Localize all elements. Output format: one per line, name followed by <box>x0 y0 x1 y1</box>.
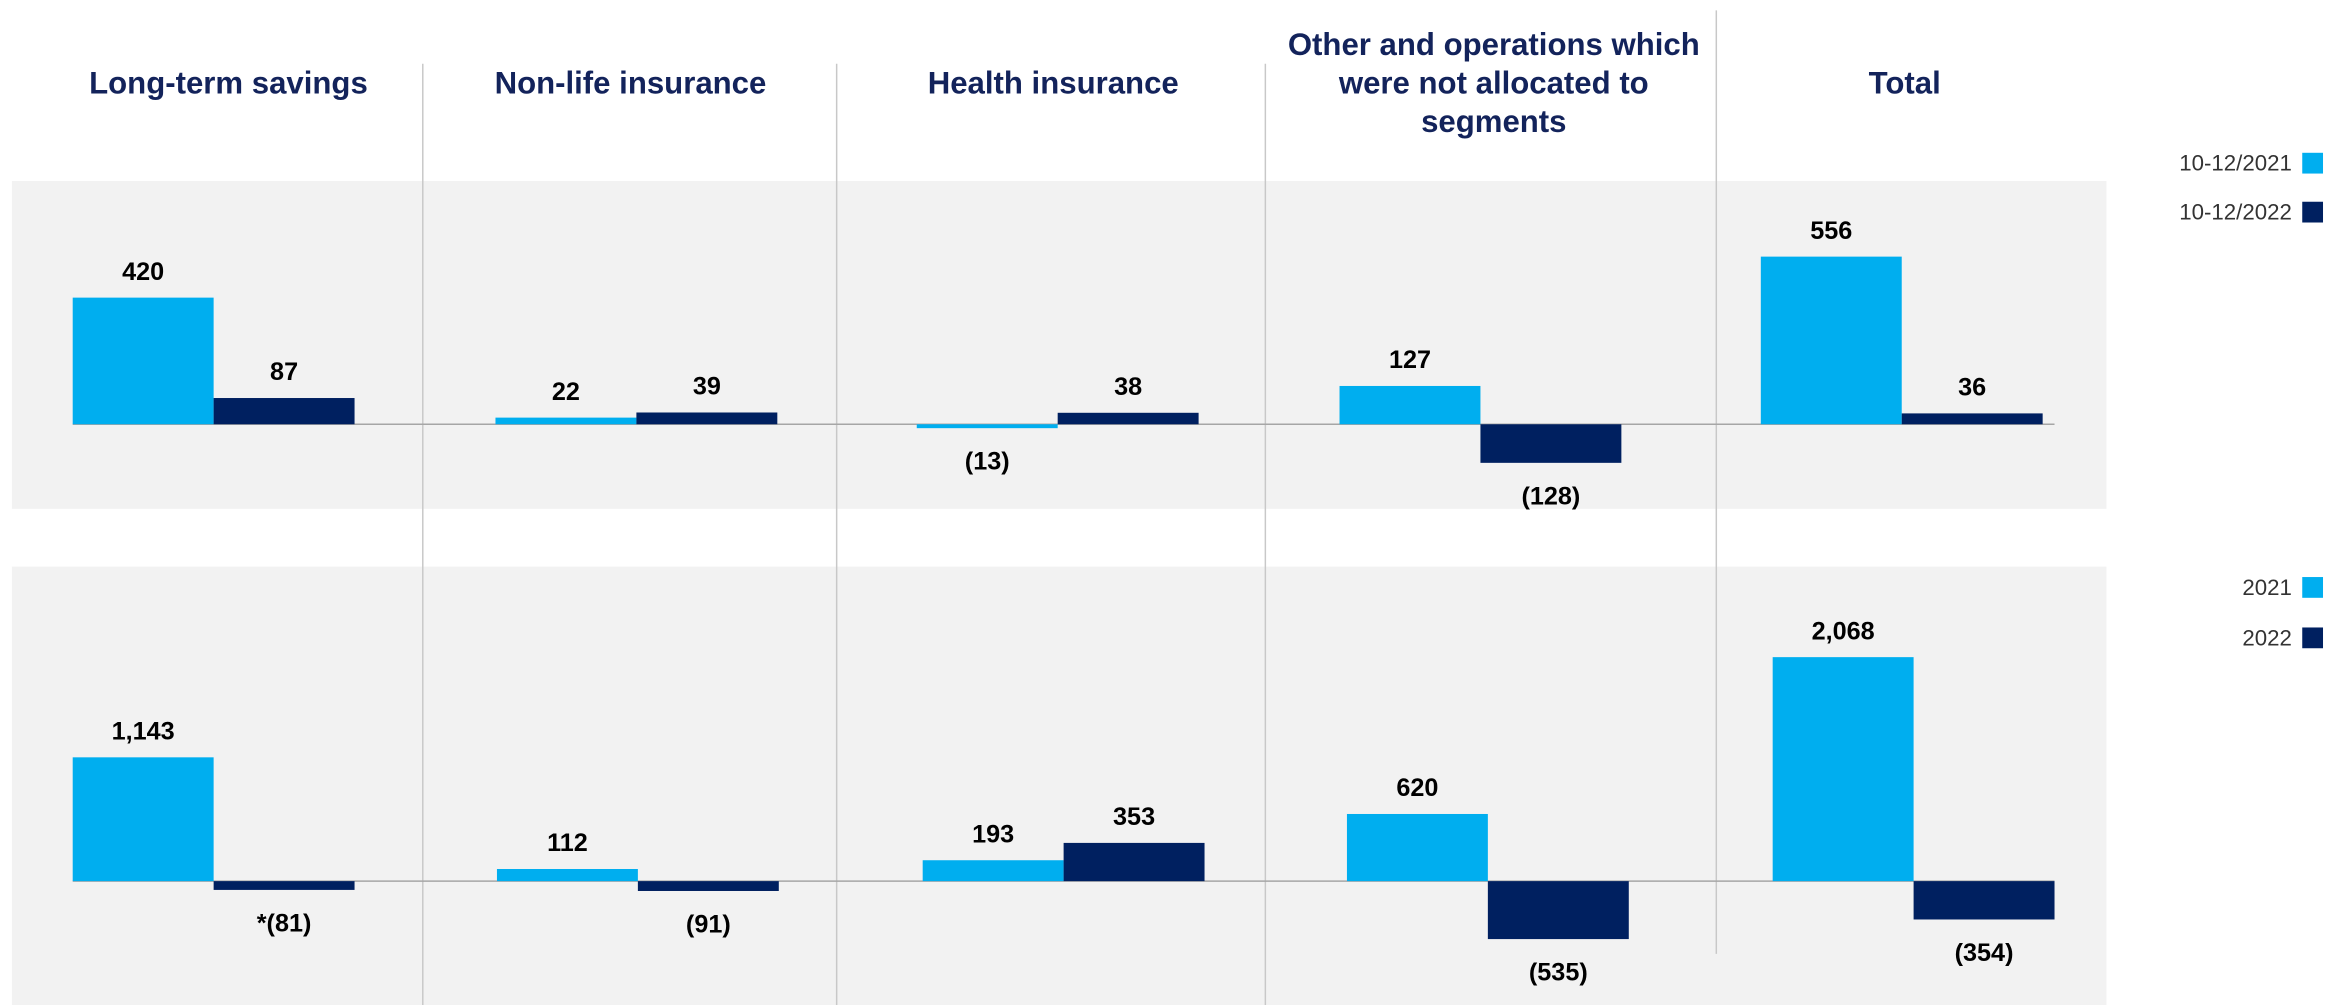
bar <box>1901 413 2043 425</box>
bar <box>1487 881 1629 940</box>
legend-label: 10-12/2021 <box>2179 151 2292 176</box>
value-label: 87 <box>270 358 298 386</box>
legend-label: 2022 <box>2242 625 2292 650</box>
legend-swatch <box>2302 627 2324 649</box>
legend-swatch <box>2302 201 2324 223</box>
header-text: Other and operations which were not allo… <box>1287 28 1700 140</box>
header-text: Long-term savings <box>89 66 368 101</box>
legend-swatch <box>2302 577 2324 598</box>
column-header: Total <box>1868 66 1941 101</box>
bar <box>1772 657 1914 882</box>
value-label: *(81) <box>257 909 312 937</box>
value-label: 36 <box>1958 374 1986 402</box>
bar <box>637 881 779 891</box>
value-label: (535) <box>1529 959 1588 987</box>
bar <box>922 860 1064 882</box>
bar <box>1057 412 1199 425</box>
bar <box>213 881 355 890</box>
bar <box>1346 813 1488 882</box>
value-label: (91) <box>686 911 731 939</box>
value-label: 39 <box>693 373 721 401</box>
bar <box>1913 881 2055 920</box>
bar <box>72 297 214 425</box>
value-label: 2,068 <box>1812 617 1875 645</box>
legend-label: 2021 <box>2242 575 2292 600</box>
value-label: (354) <box>1955 939 2014 967</box>
bar <box>496 869 638 882</box>
value-label: 22 <box>552 378 580 406</box>
bar <box>213 398 355 425</box>
value-label: (13) <box>965 448 1010 476</box>
bar <box>1063 842 1205 882</box>
value-label: 193 <box>972 820 1014 848</box>
legend-label: 10-12/2022 <box>2179 200 2292 225</box>
column-header: Non-life insurance <box>494 66 767 101</box>
column-dividers <box>422 10 1718 1005</box>
column-header: Long-term savings <box>89 66 368 101</box>
column-header: Health insurance <box>927 66 1179 101</box>
header-text: Non-life insurance <box>494 66 767 101</box>
value-label: 620 <box>1396 774 1438 802</box>
value-label: 112 <box>547 829 588 857</box>
value-label: 127 <box>1389 346 1431 374</box>
header-text: Health insurance <box>927 66 1179 101</box>
bar <box>636 412 778 425</box>
column-header: Other and operations which were not allo… <box>1287 28 1700 140</box>
value-label: 353 <box>1113 803 1155 831</box>
header-text: Total <box>1868 66 1941 101</box>
legend-swatch <box>2302 152 2324 174</box>
value-label: 420 <box>122 258 164 286</box>
bar <box>1339 385 1481 425</box>
bar <box>72 757 214 882</box>
value-label: (128) <box>1521 482 1580 510</box>
value-label: 1,143 <box>112 718 175 746</box>
bar <box>495 417 637 425</box>
bar <box>1480 424 1622 463</box>
bar <box>1760 256 1902 425</box>
value-label: 38 <box>1114 373 1142 401</box>
panel-background <box>11 180 2107 509</box>
bar <box>916 424 1058 429</box>
panel-background <box>11 566 2107 1005</box>
value-label: 556 <box>1810 217 1852 245</box>
